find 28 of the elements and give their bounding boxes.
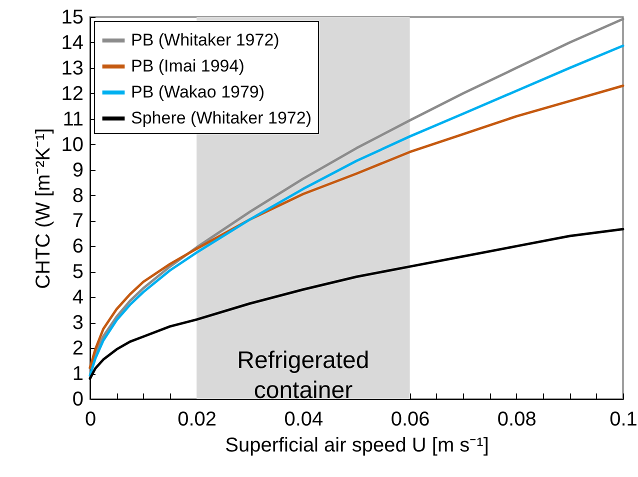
y-tick-label: 2: [72, 338, 84, 360]
x-tick-label: 0.04: [284, 408, 324, 430]
legend-label: PB (Imai 1994): [131, 56, 244, 76]
x-tick-label: 0.1: [610, 408, 638, 430]
y-tick-label: 1: [72, 363, 84, 386]
legend-label: PB (Whitaker 1972): [131, 30, 280, 50]
x-tick-label: 0.02: [178, 408, 217, 430]
y-tick-label: 4: [72, 286, 84, 309]
x-tick-label: 0.08: [497, 408, 536, 430]
y-tick-label: 13: [61, 57, 84, 80]
y-tick-label: 3: [72, 312, 84, 334]
x-tick-label: 0.06: [390, 408, 430, 430]
y-tick-label: 8: [72, 184, 84, 207]
y-axis-title: CHTC (W [m⁻²K⁻¹]: [32, 128, 54, 289]
y-tick-label: 0: [72, 388, 84, 410]
y-tick-label: 7: [72, 210, 84, 232]
y-tick-label: 12: [61, 82, 84, 105]
y-tick-label: 10: [61, 134, 84, 156]
legend-label: PB (Wakao 1979): [131, 82, 265, 102]
y-tick-label: 15: [61, 6, 84, 28]
x-axis-title: Superficial air speed U [m s⁻¹]: [225, 434, 489, 456]
y-tick-label: 6: [72, 236, 84, 258]
legend-label: Sphere (Whitaker 1972): [131, 108, 312, 128]
y-tick-label: 14: [61, 32, 84, 54]
band-label: Refrigerated container: [237, 346, 370, 404]
y-tick-label: 9: [72, 159, 84, 182]
y-tick-label: 5: [72, 261, 84, 284]
y-tick-label: 11: [62, 108, 84, 130]
